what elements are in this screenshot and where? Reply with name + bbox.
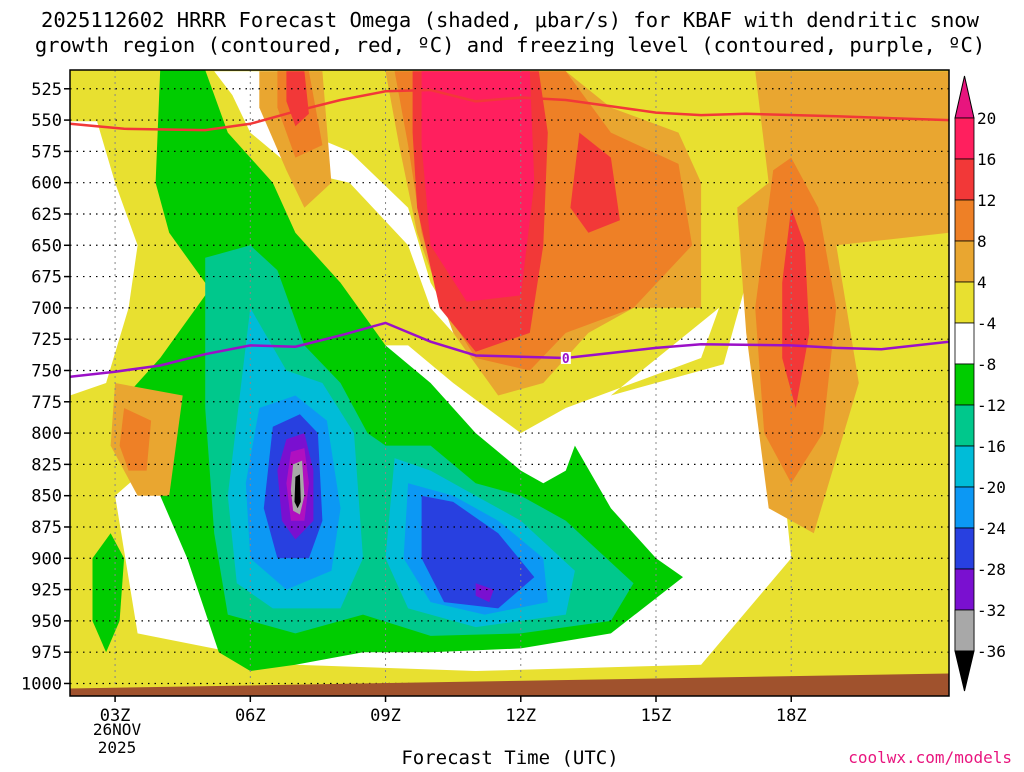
colorbar-label-20: 20 [977,109,996,128]
x-tick-label-18Z: 18Z [776,706,807,726]
colorbar-label--36: -36 [977,642,1006,661]
colorbar-label--24: -24 [977,519,1006,538]
freezing-label-bg [560,351,571,364]
colorbar-swatch-0 [954,117,975,160]
omega-region-black-16 [294,474,301,509]
colorbar-swatch-10 [954,527,975,570]
omega-region-darkblue-11 [421,495,535,609]
chart-title-line-1: 2025112602 HRRR Forecast Omega (shaded, … [41,8,980,32]
y-tick-label-1000: 1000 [21,674,62,694]
colorbar-swatch-11 [954,568,975,611]
colorbar-label--16: -16 [977,437,1006,456]
contour-lines: 0 [70,88,949,378]
chart-title-line-2: growth region (contoured, red, ºC) and f… [35,33,985,57]
x-tick-label-03Z: 03Z [100,706,131,726]
y-tick-label-650: 650 [31,236,62,256]
colorbar: 20 16 12 8 4 -4 -8 -12 -16 -20 -24 -28 -32 -36 [954,75,1006,692]
y-tick-label-525: 525 [31,80,62,100]
y-tick-label-550: 550 [31,111,62,131]
colorbar-label-4: 4 [977,273,987,292]
x-tick-label-09Z: 09Z [370,706,401,726]
colorbar-label--20: -20 [977,478,1006,497]
y-tick-label-700: 700 [31,299,62,319]
y-tick-label-950: 950 [31,612,62,632]
y-tick-label-675: 675 [31,268,62,288]
omega-region-green-4 [92,533,125,653]
colorbar-label-12: 12 [977,191,996,210]
y-tick-label-800: 800 [31,424,62,444]
colorbar-swatch-6 [954,363,975,406]
colorbar-swatch-7 [954,404,975,447]
y-tick-label-850: 850 [31,487,62,507]
colorbar-label--28: -28 [977,560,1006,579]
y-tick-label-975: 975 [31,643,62,663]
colorbar-bottom-arrow [954,650,975,692]
omega-shaded-field [70,70,949,672]
colorbar-label--8: -8 [977,355,996,374]
colorbar-swatch-last [954,609,975,652]
colorbar-swatch-1 [954,158,975,201]
omega-region-red-27 [570,132,620,233]
x-tick-label-15Z: 15Z [641,706,672,726]
omega-region-white-0 [70,121,138,396]
x-tick-label-06Z: 06Z [235,706,266,726]
x-tick-label-12Z: 12Z [505,706,536,726]
colorbar-swatch-2 [954,199,975,242]
date-label-day: 26NOV [93,720,142,739]
colorbar-label--12: -12 [977,396,1006,415]
date-label-year: 2025 [98,738,137,757]
x-axis: 03Z 06Z 09Z 12Z 15Z 18Z [100,696,807,726]
colorbar-label-8: 8 [977,232,987,251]
y-tick-label-625: 625 [31,205,62,225]
freezing-level-label: 0 [562,352,570,367]
y-tick-label-775: 775 [31,393,62,413]
y-axis: 525 550 575 600 625 650 675 700 725 750 775 800 825 8… [21,80,70,694]
omega-region-pink-29 [421,71,535,302]
colorbar-swatch-3 [954,240,975,283]
colorbar-swatch-4 [954,281,975,324]
x-axis-label: Forecast Time (UTC) [401,747,618,768]
y-tick-label-825: 825 [31,455,62,475]
y-tick-label-925: 925 [31,581,62,601]
y-tick-label-750: 750 [31,361,62,381]
y-tick-label-600: 600 [31,174,62,194]
gridlines [70,70,949,696]
y-tick-label-900: 900 [31,549,62,569]
ground-surface [70,673,949,696]
y-tick-label-725: 725 [31,330,62,350]
colorbar-swatch-5 [954,322,975,365]
colorbar-label--32: -32 [977,601,1006,620]
omega-region-orange-24 [119,408,152,471]
y-tick-label-875: 875 [31,518,62,538]
colorbar-label--4: -4 [977,314,996,333]
colorbar-top-arrow [954,75,975,119]
credit-link[interactable]: coolwx.com/models [848,748,1012,767]
omega-region-green-3 [155,70,341,333]
colorbar-swatch-9 [954,486,975,529]
omega-region-red-28 [782,207,810,408]
freezing-level-contour [70,321,949,378]
omega-region-purple-13 [475,583,494,603]
y-tick-label-575: 575 [31,142,62,162]
dendritic-growth-contour [70,88,949,132]
colorbar-label-16: 16 [977,150,996,169]
colorbar-swatch-8 [954,445,975,488]
plot-frame [69,69,950,697]
